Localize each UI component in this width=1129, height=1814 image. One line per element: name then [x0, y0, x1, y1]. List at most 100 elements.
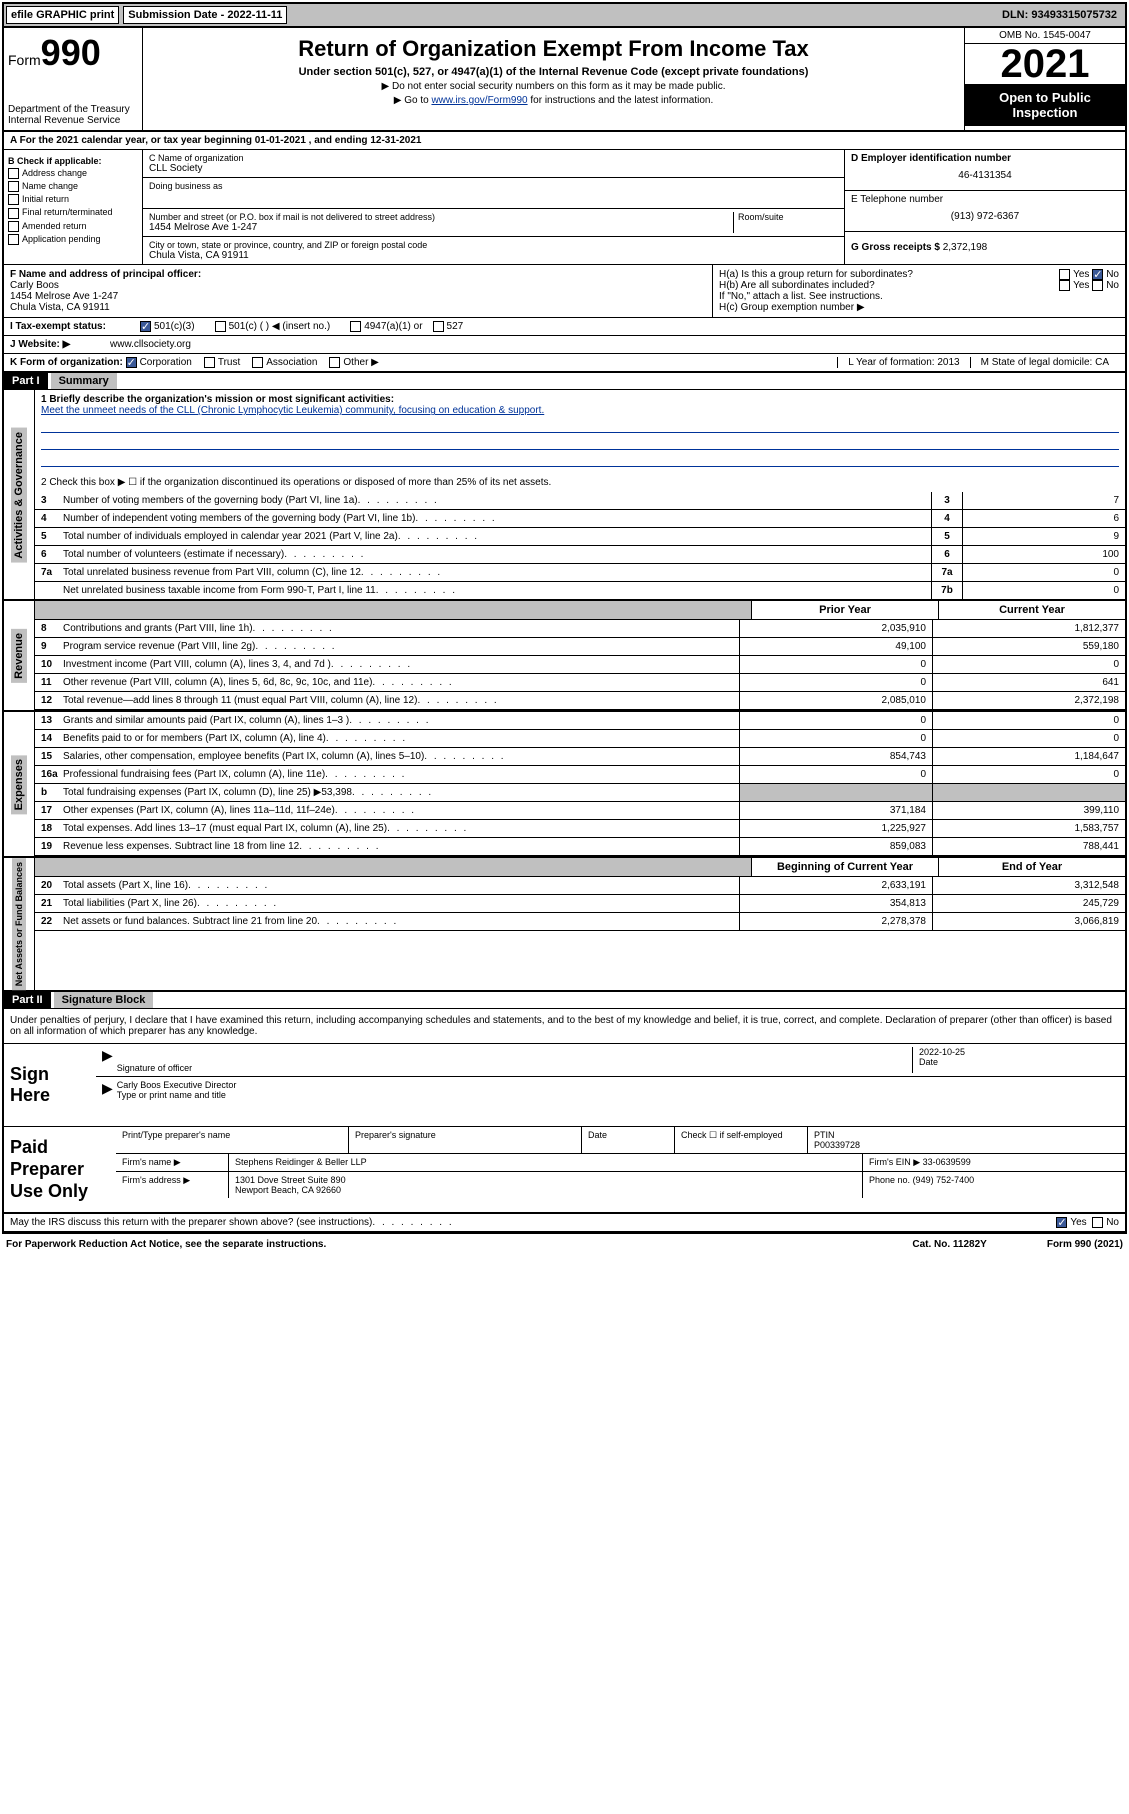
check-final[interactable]: Final return/terminated [8, 207, 138, 218]
summary-line: 21Total liabilities (Part X, line 26)354… [35, 895, 1125, 913]
check-corp[interactable] [126, 357, 137, 368]
discuss-no[interactable] [1092, 1217, 1103, 1228]
part2-header: Part II Signature Block [4, 992, 1125, 1009]
summary-line: 4Number of independent voting members of… [35, 510, 1125, 528]
box-b-title: B Check if applicable: [8, 156, 138, 166]
pra-notice: For Paperwork Reduction Act Notice, see … [6, 1239, 326, 1250]
summary-line: 13Grants and similar amounts paid (Part … [35, 712, 1125, 730]
check-other[interactable] [329, 357, 340, 368]
prep-sig-label: Preparer's signature [349, 1127, 582, 1153]
check-amended[interactable]: Amended return [8, 221, 138, 232]
gross-label: G Gross receipts $ [851, 242, 940, 253]
form-number: Form990 [8, 32, 138, 74]
summary-line: 16aProfessional fundraising fees (Part I… [35, 766, 1125, 784]
date-label: Date [919, 1057, 1119, 1067]
note-website: ▶ Go to www.irs.gov/Form990 for instruct… [147, 95, 960, 106]
form-header: Form990 Department of the Treasury Inter… [4, 28, 1125, 132]
tax-year: 2021 [965, 44, 1125, 84]
name-title-label: Type or print name and title [117, 1090, 1119, 1100]
paid-preparer-label: Paid Preparer Use Only [4, 1127, 116, 1212]
summary-line: 22Net assets or fund balances. Subtract … [35, 913, 1125, 931]
open-public: Open to Public Inspection [965, 84, 1125, 126]
ein-value: 46-4131354 [851, 164, 1119, 187]
firm-phone-label: Phone no. [869, 1175, 910, 1185]
line1-label: 1 Briefly describe the organization's mi… [41, 394, 1119, 405]
firm-phone: (949) 752-7400 [913, 1175, 975, 1185]
entity-info: B Check if applicable: Address change Na… [4, 150, 1125, 265]
org-address: 1454 Melrose Ave 1-247 [149, 222, 733, 233]
firm-ein-label: Firm's EIN ▶ [869, 1157, 920, 1167]
dba-label: Doing business as [149, 181, 838, 191]
discuss-label: May the IRS discuss this return with the… [10, 1217, 372, 1228]
summary-line: Net unrelated business taxable income fr… [35, 582, 1125, 599]
officer-addr: 1454 Melrose Ave 1-247 [10, 291, 706, 302]
summary-line: 5Total number of individuals employed in… [35, 528, 1125, 546]
expenses-label: Expenses [11, 755, 27, 814]
summary-line: 7aTotal unrelated business revenue from … [35, 564, 1125, 582]
org-city: Chula Vista, CA 91911 [149, 250, 838, 261]
summary-line: 10Investment income (Part VIII, column (… [35, 656, 1125, 674]
form-subtitle: Under section 501(c), 527, or 4947(a)(1)… [147, 66, 960, 78]
room-label: Room/suite [738, 212, 838, 222]
gross-value: 2,372,198 [943, 242, 988, 253]
officer-group: F Name and address of principal officer:… [4, 265, 1125, 318]
check-assoc[interactable] [252, 357, 263, 368]
hb-note: If "No," attach a list. See instructions… [719, 291, 1119, 302]
org-name-label: C Name of organization [149, 153, 838, 163]
summary-line: 8Contributions and grants (Part VIII, li… [35, 620, 1125, 638]
hb-label: H(b) Are all subordinates included? [719, 280, 875, 291]
governance-section: Activities & Governance 1 Briefly descri… [4, 390, 1125, 601]
website-row: J Website: ▶ www.cllsociety.org [4, 336, 1125, 354]
summary-line: bTotal fundraising expenses (Part IX, co… [35, 784, 1125, 802]
netassets-headers: Beginning of Current Year End of Year [35, 858, 1125, 877]
officer-city: Chula Vista, CA 91911 [10, 302, 706, 313]
preparer-section: Paid Preparer Use Only Print/Type prepar… [4, 1127, 1125, 1214]
ptin-label: PTIN [814, 1130, 1119, 1140]
cat-no: Cat. No. 11282Y [912, 1239, 986, 1250]
sign-here-row: Sign Here ▶ Signature of officer 2022-10… [4, 1044, 1125, 1127]
netassets-label: Net Assets or Fund Balances [12, 858, 26, 990]
hc-label: H(c) Group exemption number ▶ [719, 302, 1119, 313]
efile-label: efile GRAPHIC print [6, 6, 119, 24]
revenue-label: Revenue [11, 629, 27, 683]
check-501c3[interactable] [140, 321, 151, 332]
box-f-label: F Name and address of principal officer: [10, 269, 706, 280]
firm-addr2: Newport Beach, CA 92660 [235, 1185, 856, 1195]
mission-text: Meet the unmeet needs of the CLL (Chroni… [41, 405, 1119, 416]
tax-exempt-status: I Tax-exempt status: 501(c)(3) 501(c) ( … [4, 318, 1125, 336]
summary-line: 19Revenue less expenses. Subtract line 1… [35, 838, 1125, 856]
sig-date: 2022-10-25 [919, 1047, 1119, 1057]
check-trust[interactable] [204, 357, 215, 368]
check-4947[interactable] [350, 321, 361, 332]
ein-label: D Employer identification number [851, 153, 1119, 164]
submission-date: Submission Date - 2022-11-11 [123, 6, 287, 24]
discuss-row: May the IRS discuss this return with the… [4, 1214, 1125, 1232]
summary-line: 15Salaries, other compensation, employee… [35, 748, 1125, 766]
check-application[interactable]: Application pending [8, 234, 138, 245]
check-name[interactable]: Name change [8, 181, 138, 192]
check-527[interactable] [433, 321, 444, 332]
revenue-headers: Prior Year Current Year [35, 601, 1125, 620]
check-501c[interactable] [215, 321, 226, 332]
discuss-yes[interactable] [1056, 1217, 1067, 1228]
check-address[interactable]: Address change [8, 168, 138, 179]
summary-line: 20Total assets (Part X, line 16)2,633,19… [35, 877, 1125, 895]
part1-header: Part I Summary [4, 373, 1125, 390]
city-label: City or town, state or province, country… [149, 240, 838, 250]
website-value: www.cllsociety.org [110, 339, 191, 350]
top-bar: efile GRAPHIC print Submission Date - 20… [4, 4, 1125, 28]
form-title: Return of Organization Exempt From Incom… [147, 36, 960, 62]
phone-label: E Telephone number [851, 194, 1119, 205]
irs-link[interactable]: www.irs.gov/Form990 [431, 95, 527, 106]
netassets-section: Net Assets or Fund Balances Beginning of… [4, 858, 1125, 992]
irs-label: Internal Revenue Service [8, 115, 138, 126]
addr-label: Number and street (or P.O. box if mail i… [149, 212, 733, 222]
line2: 2 Check this box ▶ ☐ if the organization… [35, 473, 1125, 492]
summary-line: 3Number of voting members of the governi… [35, 492, 1125, 510]
firm-name-label: Firm's name ▶ [116, 1154, 229, 1171]
page-footer: For Paperwork Reduction Act Notice, see … [0, 1236, 1129, 1253]
check-initial[interactable]: Initial return [8, 194, 138, 205]
state-domicile: M State of legal domicile: CA [970, 357, 1119, 368]
officer-name-title: Carly Boos Executive Director [117, 1080, 1119, 1090]
form-org-row: K Form of organization: Corporation Trus… [4, 354, 1125, 373]
